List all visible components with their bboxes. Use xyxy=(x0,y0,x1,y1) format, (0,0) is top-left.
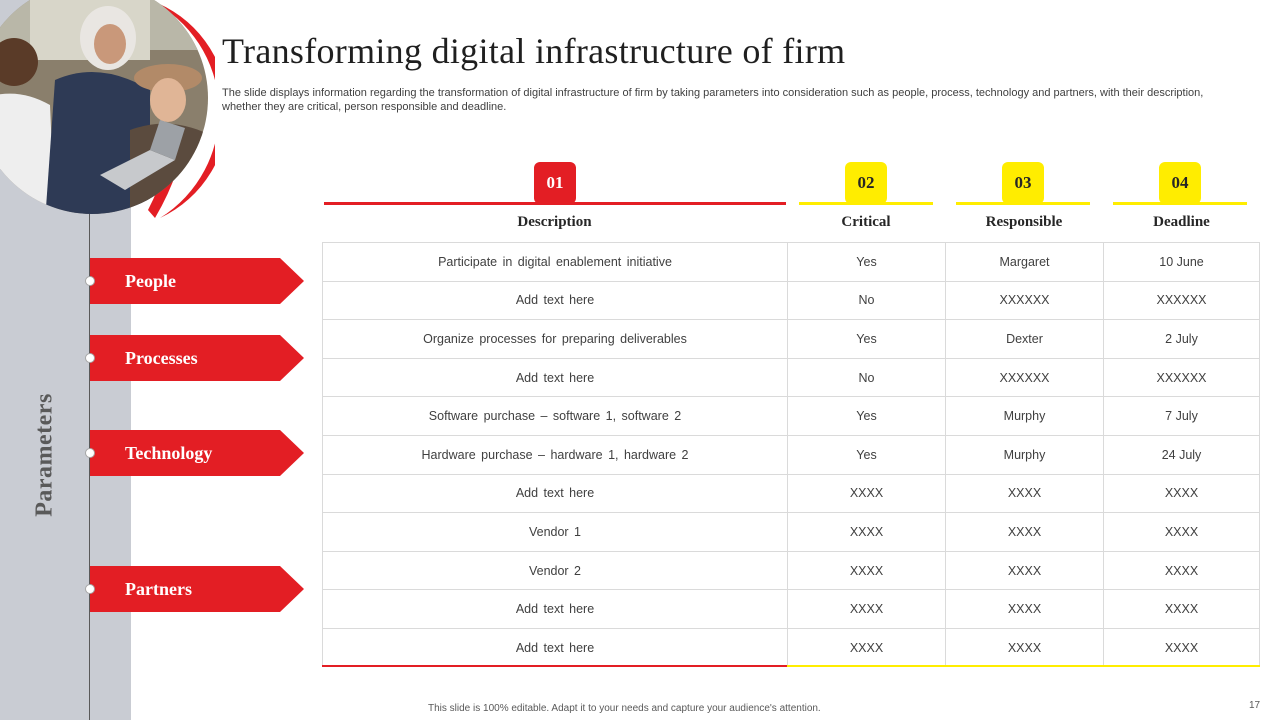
table-cell-description: Software purchase – software 1, software… xyxy=(322,397,787,435)
table-cell-critical: XXXX xyxy=(787,474,945,513)
table-row: Vendor 1 XXXX XXXX XXXX xyxy=(322,512,1260,551)
timeline-dot xyxy=(85,448,95,458)
column-number-badge: 04 xyxy=(1159,162,1201,204)
table-cell-critical: Yes xyxy=(787,397,945,435)
page-number: 17 xyxy=(1249,700,1261,711)
table-row: Software purchase – software 1, software… xyxy=(322,396,1260,435)
parameter-processes: Processes xyxy=(90,335,304,381)
table-cell-critical: No xyxy=(787,358,945,397)
table-row: Vendor 2 XXXX XXXX XXXX xyxy=(322,550,1260,590)
table-cell-deadline: XXXX xyxy=(1103,513,1260,551)
table-cell-description: Organize processes for preparing deliver… xyxy=(322,320,787,358)
table-cell-deadline: 10 June xyxy=(1103,243,1260,281)
table-cell-responsible: Murphy xyxy=(945,435,1103,474)
table-cell-deadline: XXXXXX xyxy=(1103,281,1260,320)
table-cell-deadline: XXXXXX xyxy=(1103,358,1260,397)
table-row: Add text here No XXXXXX XXXXXX xyxy=(322,357,1260,397)
table-cell-responsible: XXXX xyxy=(945,551,1103,590)
timeline-dot xyxy=(85,353,95,363)
column-underline xyxy=(799,202,933,205)
column-number-badge: 02 xyxy=(845,162,887,204)
side-timeline-line xyxy=(89,210,90,720)
table-cell-critical: XXXX xyxy=(787,513,945,551)
column-underline xyxy=(956,202,1090,205)
table-cell-responsible: XXXX xyxy=(945,474,1103,513)
table-cell-deadline: XXXX xyxy=(1103,474,1260,513)
table-cell-responsible: Margaret xyxy=(945,243,1103,281)
timeline-dot xyxy=(85,276,95,286)
team-photo xyxy=(0,0,215,222)
table-cell-critical: Yes xyxy=(787,435,945,474)
table-cell-critical: No xyxy=(787,281,945,320)
table-cell-critical: Yes xyxy=(787,243,945,281)
table-cell-responsible: XXXX xyxy=(945,628,1103,667)
page-subtitle: The slide displays information regarding… xyxy=(222,87,1204,113)
table-cell-deadline: 2 July xyxy=(1103,320,1260,358)
table-cell-deadline: XXXX xyxy=(1103,590,1260,628)
table-cell-deadline: 24 July xyxy=(1103,435,1260,474)
table-cell-description: Add text here xyxy=(322,628,787,667)
table-row: Hardware purchase – hardware 1, hardware… xyxy=(322,434,1260,474)
table-cell-deadline: XXXX xyxy=(1103,628,1260,667)
column-number-badge: 03 xyxy=(1002,162,1044,204)
table-row: Add text here No XXXXXX XXXXXX xyxy=(322,280,1260,320)
table-bottom-rule xyxy=(787,665,1260,667)
side-label: Parameters xyxy=(31,393,58,517)
table-cell-description: Add text here xyxy=(322,590,787,628)
table-cell-critical: XXXX xyxy=(787,590,945,628)
table-cell-critical: Yes xyxy=(787,320,945,358)
table-row: Add text here XXXX XXXX XXXX xyxy=(322,589,1260,628)
table-cell-critical: XXXX xyxy=(787,551,945,590)
table-cell-deadline: 7 July xyxy=(1103,397,1260,435)
table-cell-description: Add text here xyxy=(322,281,787,320)
table-cell-description: Participate in digital enablement initia… xyxy=(322,243,787,281)
parameter-partners: Partners xyxy=(90,566,304,612)
column-header-deadline: Deadline xyxy=(1153,214,1210,230)
table-row: Participate in digital enablement initia… xyxy=(322,242,1260,281)
table-row: Add text here XXXX XXXX XXXX xyxy=(322,627,1260,667)
table-row: Add text here XXXX XXXX XXXX xyxy=(322,473,1260,513)
table-cell-description: Vendor 2 xyxy=(322,551,787,590)
column-underline xyxy=(324,202,786,205)
column-header-responsible: Responsible xyxy=(985,214,1063,230)
table-cell-responsible: XXXX xyxy=(945,513,1103,551)
table-bottom-rule xyxy=(322,665,787,667)
data-table: Participate in digital enablement initia… xyxy=(322,242,1260,667)
table-cell-responsible: XXXXXX xyxy=(945,281,1103,320)
table-cell-responsible: XXXX xyxy=(945,590,1103,628)
table-row: Organize processes for preparing deliver… xyxy=(322,319,1260,358)
table-cell-description: Vendor 1 xyxy=(322,513,787,551)
timeline-dot xyxy=(85,584,95,594)
table-cell-description: Add text here xyxy=(322,474,787,513)
table-cell-responsible: Murphy xyxy=(945,397,1103,435)
table-cell-responsible: XXXXXX xyxy=(945,358,1103,397)
column-number-badge: 01 xyxy=(534,162,576,204)
footer-note: This slide is 100% editable. Adapt it to… xyxy=(428,703,821,714)
table-cell-critical: XXXX xyxy=(787,628,945,667)
parameter-people: People xyxy=(90,258,304,304)
page-title: Transforming digital infrastructure of f… xyxy=(222,31,846,71)
column-header-description: Description xyxy=(517,214,592,230)
table-cell-deadline: XXXX xyxy=(1103,551,1260,590)
table-cell-description: Add text here xyxy=(322,358,787,397)
column-underline xyxy=(1113,202,1247,205)
parameter-technology: Technology xyxy=(90,430,304,476)
table-cell-responsible: Dexter xyxy=(945,320,1103,358)
column-header-critical: Critical xyxy=(841,214,891,230)
table-cell-description: Hardware purchase – hardware 1, hardware… xyxy=(322,435,787,474)
